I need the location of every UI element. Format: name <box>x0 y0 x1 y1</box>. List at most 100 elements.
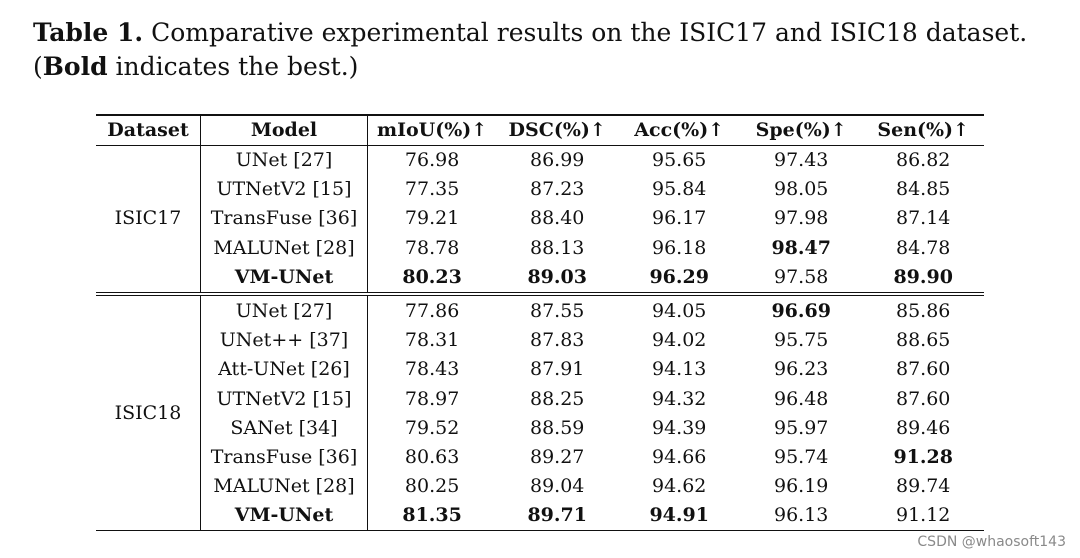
table-row: MALUNet [28] 78.78 88.13 96.18 98.47 84.78 <box>96 233 984 263</box>
spe-cell: 97.98 <box>773 207 829 230</box>
acc-cell: 94.05 <box>651 300 707 323</box>
miou-cell: 80.23 <box>402 265 462 288</box>
sen-cell: 91.12 <box>895 504 951 527</box>
model-cell: UNet [27] <box>200 145 368 176</box>
model-cell: TransFuse [36] <box>200 442 368 473</box>
header-dsc: DSC(%)↑ <box>508 119 606 141</box>
acc-cell: 94.13 <box>651 358 707 381</box>
spe-cell: 96.69 <box>771 300 831 323</box>
dsc-cell: 89.04 <box>529 475 585 498</box>
group-isic18: ISIC18 UNet [27] 77.86 87.55 94.05 96.69 85.86… <box>96 293 985 531</box>
table-row: UNet++ [37] 78.31 87.83 94.02 95.75 88.65 <box>96 326 984 356</box>
model-cell: UTNetV2 [15] <box>200 384 368 414</box>
spe-cell: 96.19 <box>773 475 829 498</box>
header-spe: Spe(%)↑ <box>755 119 847 141</box>
miou-cell: 76.98 <box>404 149 460 172</box>
dsc-cell: 87.83 <box>529 329 585 352</box>
miou-cell: 78.31 <box>404 329 460 352</box>
spe-cell: 96.13 <box>773 504 829 527</box>
miou-cell: 81.35 <box>402 504 462 527</box>
model-cell: Att-UNet [26] <box>200 355 368 385</box>
spe-cell: 97.43 <box>773 149 829 172</box>
dataset-cell: ISIC17 <box>96 145 201 294</box>
miou-cell: 77.86 <box>404 300 460 323</box>
acc-cell: 96.29 <box>649 265 709 288</box>
table-row: VM-UNet 80.23 89.03 96.29 97.58 89.90 <box>96 262 984 294</box>
dsc-cell: 89.71 <box>527 504 587 527</box>
model-cell: UTNetV2 [15] <box>200 175 368 205</box>
caption-bold-word: Bold <box>42 52 108 81</box>
miou-cell: 78.43 <box>404 358 460 381</box>
group-isic17: ISIC17 UNet [27] 76.98 86.99 95.65 97.43 86.82… <box>96 145 985 294</box>
dsc-cell: 89.27 <box>529 445 585 468</box>
model-cell: TransFuse [36] <box>200 204 368 234</box>
sen-cell: 87.60 <box>895 387 951 410</box>
acc-cell: 95.84 <box>651 178 707 201</box>
sen-cell: 91.28 <box>893 445 953 468</box>
sen-cell: 89.90 <box>893 265 953 288</box>
spe-cell: 96.48 <box>773 387 829 410</box>
header-model: Model <box>200 115 368 146</box>
header-sen: Sen(%)↑ <box>877 119 969 141</box>
miou-cell: 77.35 <box>404 178 460 201</box>
table-row: UTNetV2 [15] 78.97 88.25 94.32 96.48 87.60 <box>96 384 984 414</box>
model-cell: MALUNet [28] <box>200 472 368 502</box>
table-row: UTNetV2 [15] 77.35 87.23 95.84 98.05 84.85 <box>96 175 984 205</box>
table-row: TransFuse [36] 79.21 88.40 96.17 97.98 87.14 <box>96 204 984 234</box>
dsc-cell: 88.59 <box>529 416 585 439</box>
header-dataset: Dataset <box>96 115 201 146</box>
table-row: Att-UNet [26] 78.43 87.91 94.13 96.23 87.60 <box>96 355 984 385</box>
dsc-cell: 87.23 <box>529 178 585 201</box>
header-acc: Acc(%)↑ <box>634 119 725 141</box>
caption-text-end: indicates the best.) <box>107 52 359 81</box>
sen-cell: 88.65 <box>895 329 951 352</box>
spe-cell: 95.74 <box>773 445 829 468</box>
acc-cell: 95.65 <box>651 149 707 172</box>
acc-cell: 94.66 <box>651 445 707 468</box>
spe-cell: 98.05 <box>773 178 829 201</box>
table-row: MALUNet [28] 80.25 89.04 94.62 96.19 89.74 <box>96 472 984 502</box>
header-miou: mIoU(%)↑ <box>377 119 488 141</box>
model-cell: UNet [27] <box>200 293 368 327</box>
sen-cell: 87.60 <box>895 358 951 381</box>
dsc-cell: 87.55 <box>529 300 585 323</box>
dsc-cell: 86.99 <box>529 149 585 172</box>
sen-cell: 89.46 <box>895 416 951 439</box>
acc-cell: 94.02 <box>651 329 707 352</box>
spe-cell: 96.23 <box>773 358 829 381</box>
dsc-cell: 89.03 <box>527 265 587 288</box>
dsc-cell: 88.25 <box>529 387 585 410</box>
sen-cell: 89.74 <box>895 475 951 498</box>
miou-cell: 80.63 <box>404 445 460 468</box>
model-cell: SANet [34] <box>200 413 368 443</box>
watermark: CSDN @whaosoft143 <box>917 534 1066 550</box>
miou-cell: 80.25 <box>404 475 460 498</box>
spe-cell: 98.47 <box>771 236 831 259</box>
table-row: ISIC18 UNet [27] 77.86 87.55 94.05 96.69 85.86 <box>96 293 984 531</box>
miou-cell: 78.97 <box>404 387 460 410</box>
acc-cell: 94.91 <box>649 504 709 527</box>
acc-cell: 94.62 <box>651 475 707 498</box>
table-row: SANet [34] 79.52 88.59 94.39 95.97 89.46 <box>96 413 984 443</box>
acc-cell: 94.39 <box>651 416 707 439</box>
caption-label: Table 1. <box>33 18 144 47</box>
sen-cell: 87.14 <box>895 207 951 230</box>
spe-cell: 95.75 <box>773 329 829 352</box>
model-cell: VM-UNet <box>200 501 368 531</box>
spe-cell: 97.58 <box>773 265 829 288</box>
miou-cell: 79.52 <box>404 416 460 439</box>
table-row: VM-UNet 81.35 89.71 94.91 96.13 91.12 <box>96 501 984 531</box>
dataset-cell: ISIC18 <box>96 293 201 531</box>
model-cell: UNet++ [37] <box>200 326 368 356</box>
table-row: ISIC17 UNet [27] 76.98 86.99 95.65 97.43 86.82 <box>96 145 984 294</box>
acc-cell: 94.32 <box>651 387 707 410</box>
table-caption: Table 1. Comparative experimental result… <box>33 16 1053 84</box>
header-row: Dataset Model mIoU(%)↑ DSC(%)↑ Acc(%)↑ S… <box>96 115 985 146</box>
sen-cell: 85.86 <box>895 300 951 323</box>
spe-cell: 95.97 <box>773 416 829 439</box>
table-row: TransFuse [36] 80.63 89.27 94.66 95.74 91.28 <box>96 442 984 473</box>
miou-cell: 78.78 <box>404 236 460 259</box>
dsc-cell: 88.40 <box>529 207 585 230</box>
caption-text: Comparative experimental results on the … <box>33 18 1028 81</box>
sen-cell: 84.85 <box>895 178 951 201</box>
